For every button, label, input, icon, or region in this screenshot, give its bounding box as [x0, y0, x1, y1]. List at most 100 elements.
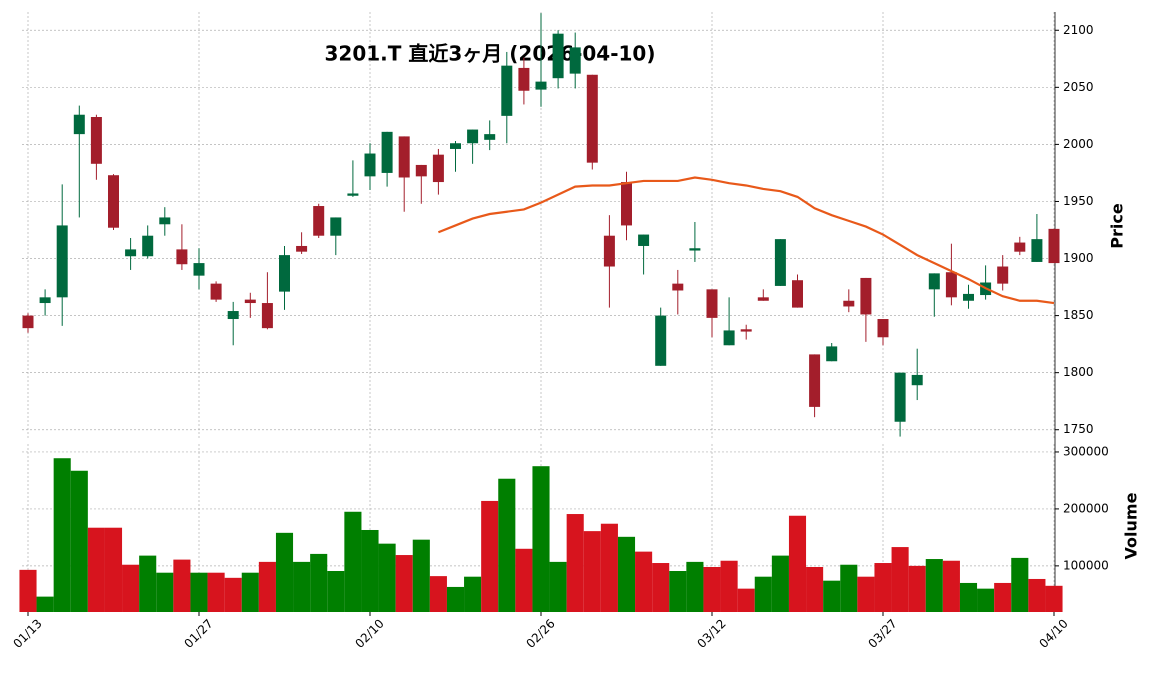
candle-body	[159, 217, 171, 225]
candle-body	[843, 300, 855, 307]
candle-body	[108, 175, 119, 228]
volume-bar	[942, 560, 960, 612]
candle-body	[227, 311, 239, 320]
candle-body	[1048, 228, 1060, 264]
volume-bar	[686, 561, 704, 612]
volume-bar	[224, 577, 242, 612]
volume-bar	[412, 539, 430, 612]
volume-bar	[959, 582, 978, 612]
volume-bar	[344, 511, 362, 612]
volume-bar	[190, 572, 208, 612]
volume-bar	[241, 572, 259, 612]
volume-tick-label: 300000	[1063, 444, 1109, 458]
volume-bar	[549, 561, 567, 612]
volume-bar	[720, 560, 738, 612]
candle-body	[90, 117, 102, 164]
volume-bar	[1028, 578, 1046, 612]
volume-bar	[258, 561, 276, 612]
volume-bar	[464, 576, 482, 612]
candle-body	[73, 114, 85, 135]
y-tick-label: 2000	[1063, 137, 1094, 151]
volume-bar	[293, 561, 311, 612]
candle-body	[364, 153, 376, 177]
volume-bar	[617, 536, 636, 612]
candle-body	[586, 74, 598, 163]
volume-bar	[104, 527, 123, 612]
volume-bar	[771, 555, 789, 612]
volume-bar	[737, 588, 755, 612]
volume-bar	[908, 565, 926, 612]
volume-bar	[429, 576, 447, 612]
candle-body	[244, 299, 256, 304]
candle-body	[706, 289, 718, 318]
volume-bar	[275, 532, 294, 612]
y-tick-label: 2100	[1063, 23, 1094, 37]
candle-body	[518, 67, 530, 91]
y-tick-label: 1800	[1063, 365, 1094, 379]
x-tick-label: 01/13	[10, 616, 44, 650]
volume-bar	[173, 559, 191, 612]
volume-bar	[87, 527, 105, 612]
candle-body	[603, 235, 615, 267]
volume-bar	[515, 548, 533, 612]
volume-bar	[481, 500, 499, 612]
candle-body	[740, 329, 752, 332]
volume-bar	[395, 555, 413, 612]
candle-body	[176, 249, 188, 265]
volume-bar	[498, 478, 516, 612]
candle-body	[809, 354, 821, 407]
volume-tick-label: 200000	[1063, 501, 1109, 515]
volume-bar	[36, 596, 54, 612]
volume-bar	[840, 564, 858, 612]
y-axis-label: Price	[1108, 203, 1127, 249]
y-tick-label: 1850	[1063, 308, 1094, 322]
candle-body	[877, 319, 889, 338]
volume-bar	[857, 576, 875, 612]
candle-body	[501, 65, 513, 116]
candle-body	[860, 277, 872, 315]
volume-bar	[788, 515, 807, 612]
candle-body	[56, 225, 68, 298]
x-tick-label: 04/10	[1036, 616, 1070, 650]
volume-bar	[669, 570, 687, 612]
candle-body	[313, 206, 325, 236]
candle-body	[261, 303, 273, 329]
volume-bar	[207, 572, 225, 612]
x-tick-label: 02/26	[523, 616, 557, 650]
volume-bar	[378, 543, 396, 612]
candle-body	[484, 134, 496, 140]
volume-bar	[1011, 557, 1029, 612]
candle-body	[928, 273, 940, 290]
candle-body	[894, 372, 906, 422]
volume-axis-label: Volume	[1122, 492, 1141, 559]
volume-bar	[139, 555, 157, 612]
volume-bar	[310, 553, 328, 612]
candle-body	[125, 249, 137, 257]
volume-bar	[583, 531, 601, 612]
candle-body	[432, 154, 444, 183]
volume-bar	[53, 458, 71, 612]
volume-bar	[566, 514, 584, 612]
x-tick-label: 01/27	[181, 616, 215, 650]
candle-body	[142, 235, 154, 257]
volume-bar	[70, 470, 88, 612]
candle-body	[1014, 242, 1026, 252]
candle-body	[792, 280, 803, 308]
candle-body	[911, 374, 923, 386]
moving-average-line	[437, 176, 1055, 305]
candle-body	[963, 293, 974, 301]
volume-bar	[874, 563, 892, 612]
candle-body	[330, 217, 342, 236]
candle-body	[450, 143, 461, 149]
x-tick-label: 02/10	[352, 616, 386, 650]
candle-body	[945, 272, 957, 298]
volume-bar	[891, 547, 909, 612]
volume-bar	[361, 529, 379, 612]
x-tick-label: 03/27	[865, 616, 899, 650]
y-tick-label: 2050	[1063, 80, 1094, 94]
candle-body	[689, 248, 701, 251]
candle-body	[193, 263, 205, 276]
candle-body	[39, 297, 51, 304]
volume-bar	[446, 586, 465, 612]
volume-bar	[652, 563, 670, 612]
